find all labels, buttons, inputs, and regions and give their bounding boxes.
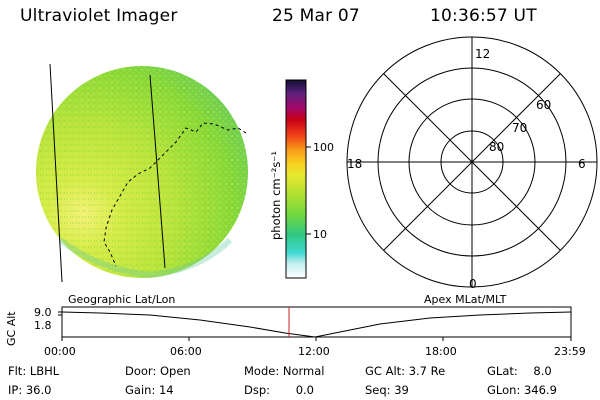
y-tick-bottom: 1.8 [34,319,52,332]
colorbar-unit-label: photon cm⁻²s⁻¹ [269,151,283,240]
status-gain: Gain: 14 [125,383,174,397]
uv-image-disk [36,66,248,279]
disk-meridian-line [49,63,63,283]
colorbar-tick-100: 100 [313,141,334,154]
colorbar [285,79,307,279]
status-seq: Seq: 39 [365,383,409,397]
status-dsp-label: Dsp: [244,383,271,397]
status-glat-value: 8.0 [533,364,552,378]
status-glon: GLon: 346.9 [487,383,557,397]
x-tick-2359: 23:59 [554,345,586,358]
status-gain-value: 14 [158,383,174,397]
y-tick-top: 9.0 [34,306,52,319]
mlt-label-6: 6 [578,157,586,171]
timeline-left-label: Geographic Lat/Lon [68,293,176,306]
status-door-value: Open [159,364,191,378]
status-gc-alt: GC Alt: 3.7 Re [365,364,445,378]
status-glat: GLat: 8.0 [487,364,552,378]
status-dsp-value: 0.0 [295,383,314,397]
image-time: 10:36:57 UT [430,6,537,26]
status-glon-value: 346.9 [523,383,557,397]
status-glat-label: GLat: [487,364,518,378]
status-door: Door: Open [125,364,191,378]
app-title: Ultraviolet Imager [20,6,178,26]
status-gain-label: Gain: [125,383,156,397]
status-gc-alt-label: GC Alt: [365,364,406,378]
status-door-label: Door: [125,364,157,378]
mlat-label-80: 80 [489,140,505,154]
timeline-plot [58,306,572,341]
image-date: 25 Mar 07 [272,6,360,26]
colorbar-tick-10: 10 [313,228,327,241]
gc-alt-curve [61,311,572,338]
timeline-right-label: Apex MLat/MLT [424,293,507,306]
x-tick-1200: 12:00 [298,345,330,358]
status-ip-label: IP: [8,383,23,397]
status-mode-value: Normal [282,364,325,378]
disk-meridian-line [149,74,166,269]
mlt-label-0: 0 [469,277,477,291]
status-flt: Flt: LBHL [8,364,59,378]
mlat-label-70: 70 [512,121,528,135]
timeline-axis-label: GC Alt [5,311,18,346]
status-ip: IP: 36.0 [8,383,51,397]
status-seq-label: Seq: [365,383,391,397]
x-tick-0600: 06:00 [170,345,202,358]
status-dsp: Dsp: 0.0 [244,383,314,397]
status-seq-value: 39 [394,383,409,397]
mlt-label-12: 12 [475,47,491,61]
status-flt-value: LBHL [29,364,60,378]
status-flt-label: Flt: [8,364,27,378]
status-mode: Mode: Normal [244,364,324,378]
mlat-label-60: 60 [536,98,552,112]
mlt-label-18: 18 [347,157,363,171]
status-mode-label: Mode: [244,364,280,378]
status-ip-value: 36.0 [25,383,52,397]
x-tick-1800: 18:00 [425,345,457,358]
status-glon-label: GLon: [487,383,521,397]
x-tick-0000: 00:00 [44,345,76,358]
polar-grid [346,36,598,288]
status-gc-alt-value: 3.7 Re [408,364,446,378]
dashed-boundary-line [103,122,247,267]
